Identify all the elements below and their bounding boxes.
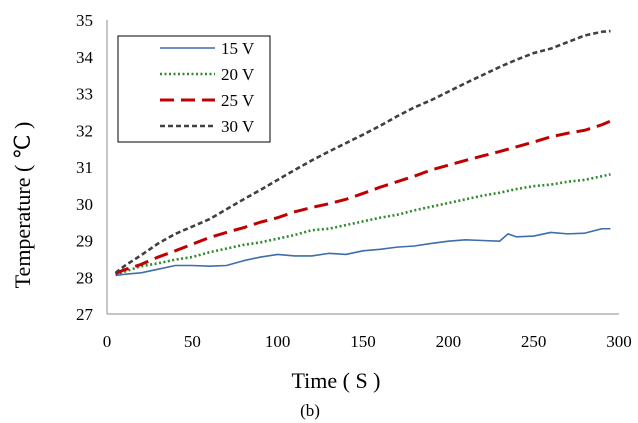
x-tick-label: 250 [521, 332, 547, 351]
y-tick-label: 28 [76, 268, 93, 287]
x-tick-label: 300 [606, 332, 632, 351]
legend-box [117, 35, 271, 143]
series-line-25v [114, 119, 612, 275]
x-tick-label: 50 [184, 332, 201, 351]
x-tick-label: 150 [350, 332, 376, 351]
series-line-20v [115, 173, 611, 276]
y-tick-label: 31 [76, 158, 93, 177]
x-tick-label: 100 [265, 332, 291, 351]
figure-caption: (b) [300, 401, 320, 420]
y-tick-label: 33 [76, 85, 93, 104]
x-tick-label: 200 [436, 332, 462, 351]
y-tick-label: 27 [76, 305, 94, 324]
legend-label: 15 V [221, 39, 255, 58]
legend-label: 30 V [221, 117, 255, 136]
y-tick-label: 32 [76, 121, 93, 140]
series-line-30v [114, 29, 611, 274]
x-axis-title: Time ( S ) [291, 368, 380, 393]
y-axis-title: Temperature ( ℃ ) [10, 122, 35, 289]
legend-label: 25 V [221, 91, 255, 110]
series-lines [114, 29, 612, 277]
legend: 15 V 20 V 25 V 30 V [117, 35, 271, 143]
series-line-15v [115, 227, 611, 277]
tick-labels: 0 50 100 150 200 250 300 27 28 29 30 31 32 33 34 35 [76, 11, 632, 351]
y-tick-label: 29 [76, 232, 93, 251]
legend-label: 20 V [221, 65, 255, 84]
y-tick-label: 30 [76, 195, 93, 214]
x-tick-label: 0 [103, 332, 112, 351]
y-tick-label: 35 [76, 11, 93, 30]
y-tick-label: 34 [76, 48, 94, 67]
axes [106, 20, 619, 315]
